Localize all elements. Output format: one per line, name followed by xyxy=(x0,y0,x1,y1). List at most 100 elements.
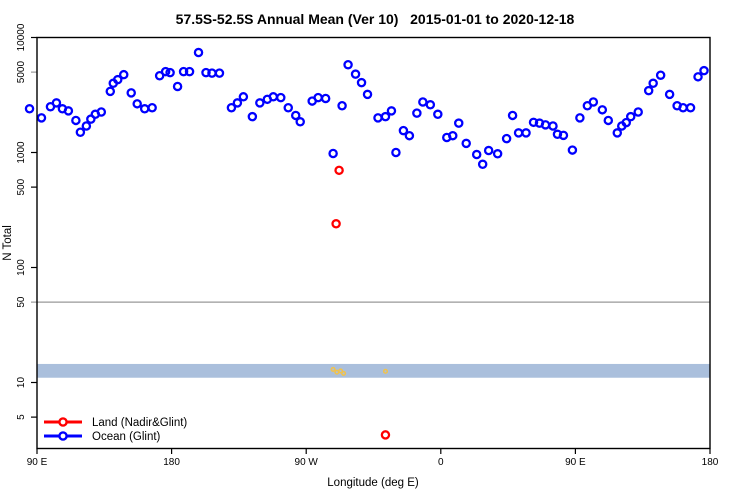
ocean-point xyxy=(328,148,338,159)
ocean-point xyxy=(201,67,211,78)
ocean-point xyxy=(276,92,286,103)
ocean-point xyxy=(24,104,35,114)
y-tick-label: 5 xyxy=(16,414,27,420)
ocean-point xyxy=(655,70,666,80)
ocean-point xyxy=(477,159,488,170)
legend: Land (Nadir&Glint) Ocean (Glint) xyxy=(44,417,187,443)
y-tick-label: 10 xyxy=(16,377,27,389)
ocean-point xyxy=(313,92,323,103)
ocean-point xyxy=(268,92,279,102)
x-tick-label: 90 E xyxy=(565,457,586,468)
ocean-point xyxy=(193,47,204,58)
ocean-point xyxy=(75,127,86,137)
ocean-point xyxy=(603,115,614,126)
highlight-band xyxy=(37,363,710,378)
ocean-point xyxy=(147,102,157,113)
ocean-point xyxy=(81,121,92,131)
y-tick-label: 5000 xyxy=(16,61,27,84)
ocean-point xyxy=(513,128,524,138)
ocean-point xyxy=(63,106,74,116)
ocean-point xyxy=(160,66,171,77)
ocean-point xyxy=(373,113,383,123)
ocean-point xyxy=(295,117,305,127)
ocean-point xyxy=(118,69,129,80)
land-point xyxy=(380,430,391,440)
ocean-point xyxy=(350,69,361,79)
ocean-point xyxy=(172,81,183,92)
y-tick-label: 50 xyxy=(16,296,27,308)
ocean-point xyxy=(412,108,422,118)
legend-ocean-label: Ocean (Glint) xyxy=(92,431,161,443)
ocean-point xyxy=(71,115,81,126)
small-yellow-point xyxy=(341,370,347,376)
ocean-point xyxy=(139,104,150,114)
x-tick-label: 90 W xyxy=(295,457,319,468)
ocean-point xyxy=(356,77,367,88)
ocean-point xyxy=(362,89,373,100)
ocean-point xyxy=(483,145,494,156)
ocean-point xyxy=(633,107,643,117)
legend-item-land: Land (Nadir&Glint) xyxy=(44,417,187,429)
ocean-point xyxy=(425,100,436,110)
ocean-point xyxy=(126,88,136,98)
ocean-point xyxy=(453,118,464,128)
ocean-point xyxy=(685,102,696,113)
ocean-point xyxy=(540,120,551,130)
small-yellow-point xyxy=(330,366,336,372)
x-tick-label: 90 E xyxy=(27,457,48,468)
ocean-point xyxy=(178,66,189,77)
ocean-point xyxy=(380,111,391,122)
ocean-point xyxy=(214,68,225,78)
x-axis-title: Longitude (deg E) xyxy=(327,477,419,489)
ocean-point xyxy=(51,98,62,108)
ocean-point xyxy=(238,92,249,102)
ocean-point xyxy=(105,86,116,97)
ocean-point xyxy=(521,128,531,138)
legend-land-label: Land (Nadir&Glint) xyxy=(92,417,187,429)
ocean-point xyxy=(247,111,258,122)
y-tick-label: 1000 xyxy=(16,141,27,164)
plot-border xyxy=(36,36,711,450)
ocean-point xyxy=(548,121,558,131)
ocean-point xyxy=(184,66,195,77)
x-tick-label: 180 xyxy=(702,457,719,468)
ocean-point xyxy=(558,130,569,141)
ocean-point xyxy=(588,97,599,107)
ocean-point xyxy=(154,70,165,81)
ocean-point xyxy=(597,105,608,115)
plot-area: 90 E 180 90 W 0 90 E 180 10000 5000 1000 500 100 50… xyxy=(16,23,719,468)
ocean-point xyxy=(648,78,658,89)
legend-ocean-marker-icon xyxy=(58,431,68,441)
ocean-point xyxy=(621,117,631,128)
small-yellow-point xyxy=(382,368,389,374)
ocean-point xyxy=(391,147,401,158)
ocean-point xyxy=(664,89,675,100)
small-yellow-point xyxy=(338,368,344,374)
y-tick-label: 500 xyxy=(16,178,27,195)
ocean-point xyxy=(343,59,353,70)
ocean-point xyxy=(290,110,301,121)
ocean-point xyxy=(255,98,265,108)
ocean-point xyxy=(625,111,636,122)
ocean-point xyxy=(507,110,518,121)
ocean-point xyxy=(501,133,512,144)
chart-title: 57.5S-52.5S Annual Mean (Ver 10) 2015-01… xyxy=(176,11,575,27)
ocean-point xyxy=(492,149,503,159)
ocean-point xyxy=(207,68,217,78)
y-tick-label: 100 xyxy=(16,259,27,276)
ocean-point xyxy=(320,93,331,104)
land-point xyxy=(331,219,341,229)
legend-item-ocean: Ocean (Glint) xyxy=(44,431,161,443)
ocean-point xyxy=(232,98,243,108)
ocean-point xyxy=(165,67,175,78)
ocean-point xyxy=(337,100,347,111)
ocean-point xyxy=(699,65,709,76)
ocean-point xyxy=(418,97,428,107)
x-tick-label: 0 xyxy=(438,457,444,468)
land-point xyxy=(334,165,344,176)
ocean-point xyxy=(471,149,482,160)
ocean-point xyxy=(96,107,107,117)
ocean-point xyxy=(678,102,688,113)
ocean-point xyxy=(36,113,47,123)
